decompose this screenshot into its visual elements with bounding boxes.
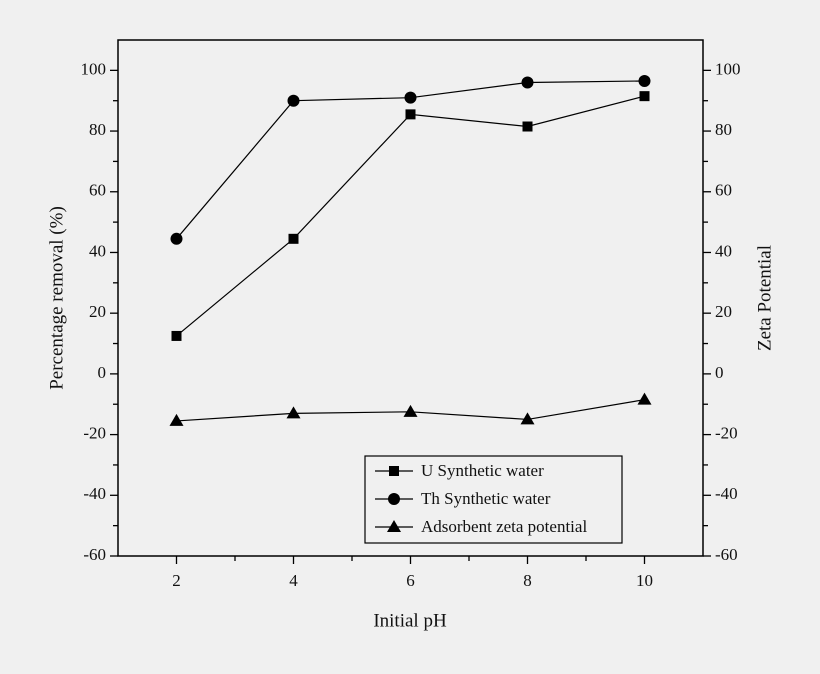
marker-circle [521,76,534,89]
legend-label: Adsorbent zeta potential [421,517,587,536]
marker-triangle [169,413,184,426]
legend-label: U Synthetic water [421,461,544,480]
marker-square [171,330,182,341]
y2-tick-label: 20 [715,302,732,321]
x-tick-label: 4 [289,571,298,590]
y2-tick-label: 40 [715,241,732,260]
x-tick-label: 6 [406,571,415,590]
y2-tick-label: -40 [715,484,738,503]
y-tick-label: 60 [89,181,106,200]
marker-circle [388,493,400,505]
x-tick-label: 8 [523,571,532,590]
marker-square [639,91,650,102]
y-axis-label: Percentage removal (%) [46,206,67,390]
y-tick-label: 80 [89,120,106,139]
marker-triangle [387,520,401,532]
y2-tick-label: -60 [715,545,738,564]
marker-triangle [637,392,652,405]
y2-tick-label: -20 [715,423,738,442]
y-tick-label: 100 [81,59,107,78]
y-tick-label: -60 [83,545,106,564]
marker-circle [170,232,183,245]
marker-square [389,466,399,476]
marker-triangle [286,406,301,419]
marker-triangle [403,404,418,417]
y2-tick-label: 0 [715,363,724,382]
marker-circle [404,91,417,104]
y-tick-label: -40 [83,484,106,503]
y-tick-label: -20 [83,423,106,442]
y2-tick-label: 100 [715,59,741,78]
x-tick-label: 10 [636,571,653,590]
x-tick-label: 2 [172,571,181,590]
legend-label: Th Synthetic water [421,489,551,508]
marker-square [405,109,416,120]
marker-square [288,233,299,244]
y-tick-label: 40 [89,241,106,260]
y2-tick-label: 60 [715,181,732,200]
y-tick-label: 20 [89,302,106,321]
x-axis-label: Initial pH [373,610,447,631]
marker-square [522,121,533,132]
marker-circle [287,94,300,107]
marker-triangle [520,412,535,425]
y2-axis-label: Zeta Potential [754,245,775,351]
y-tick-label: 0 [98,363,107,382]
y2-tick-label: 80 [715,120,732,139]
marker-circle [638,74,651,87]
